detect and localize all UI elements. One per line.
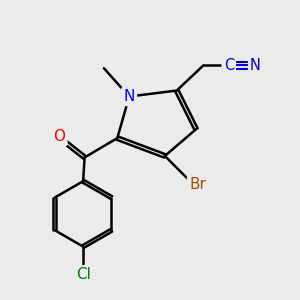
Text: Br: Br [189, 177, 206, 192]
Text: C: C [224, 58, 234, 73]
Text: N: N [124, 89, 135, 104]
Text: Cl: Cl [76, 267, 91, 282]
Text: O: O [53, 129, 65, 144]
Text: N: N [250, 58, 261, 73]
